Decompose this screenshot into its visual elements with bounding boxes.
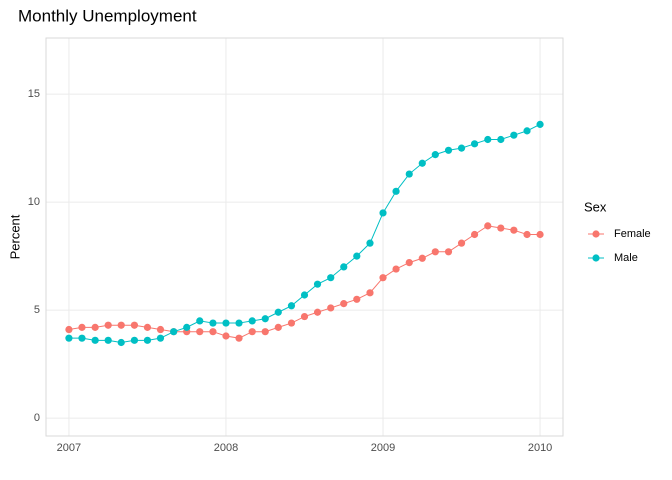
data-point (418, 254, 426, 262)
data-point (235, 334, 243, 342)
data-point (156, 334, 165, 342)
legend-point (592, 254, 600, 262)
data-point (470, 230, 479, 239)
data-point (457, 144, 466, 152)
data-point (248, 328, 256, 336)
panel-border (45, 37, 564, 437)
data-point (117, 321, 125, 329)
data-point (484, 135, 492, 144)
data-point (392, 187, 400, 195)
data-point (497, 224, 505, 232)
y-tick-label: 5 (34, 304, 40, 316)
data-point (196, 317, 204, 325)
data-point (104, 321, 112, 329)
legend-title: Sex (584, 199, 607, 214)
data-point (117, 338, 125, 347)
data-point (379, 209, 387, 217)
data-point (405, 170, 413, 178)
data-point (366, 239, 374, 247)
data-point (91, 336, 99, 344)
data-point (143, 336, 152, 344)
data-point (91, 323, 99, 331)
data-point (156, 325, 165, 334)
data-point (470, 140, 479, 148)
data-point (431, 248, 439, 256)
x-tick-label: 2009 (371, 442, 395, 454)
data-point (392, 265, 400, 273)
y-axis-label: Percent (7, 214, 22, 259)
y-tick-label: 10 (28, 196, 40, 208)
data-point (209, 328, 217, 336)
data-point (104, 336, 112, 344)
data-point (405, 258, 413, 267)
data-point (261, 315, 269, 323)
x-tick-label: 2007 (57, 442, 81, 454)
data-point (510, 131, 518, 139)
series-line (68, 225, 541, 339)
data-point (274, 308, 282, 316)
data-point (261, 328, 269, 336)
data-point (366, 289, 374, 297)
data-point (313, 308, 322, 316)
data-point (274, 323, 282, 331)
legend-point (592, 230, 600, 238)
data-point (235, 319, 243, 327)
data-point (78, 334, 86, 342)
data-point (65, 325, 73, 334)
data-point (536, 230, 544, 239)
data-point (209, 319, 217, 327)
data-point (444, 248, 453, 256)
data-point (300, 291, 309, 299)
data-point (222, 319, 230, 327)
data-point (287, 302, 296, 310)
data-point (300, 312, 309, 321)
data-point (170, 328, 178, 336)
data-point (523, 127, 531, 135)
data-point (484, 222, 492, 230)
data-point (65, 334, 73, 342)
data-point (130, 321, 139, 329)
data-point (523, 230, 531, 239)
legend-label: Female (614, 228, 651, 240)
data-point (510, 226, 518, 234)
data-point (313, 280, 322, 288)
data-point (379, 274, 387, 282)
data-point (353, 295, 361, 303)
legend-label: Male (614, 252, 638, 264)
data-point (353, 252, 361, 260)
data-point (130, 336, 139, 344)
data-point (457, 239, 466, 247)
data-point (418, 159, 426, 167)
data-point (536, 120, 544, 128)
data-point (327, 274, 335, 282)
data-point (183, 323, 191, 331)
x-tick-label: 2008 (214, 442, 238, 454)
y-tick-label: 15 (28, 88, 40, 100)
data-point (497, 135, 505, 144)
data-point (143, 323, 152, 331)
data-point (287, 319, 296, 327)
data-point (340, 300, 348, 308)
data-point (248, 317, 256, 325)
data-point (222, 332, 230, 340)
data-point (431, 151, 439, 159)
data-point (196, 328, 204, 336)
data-point (444, 146, 453, 154)
x-tick-label: 2010 (528, 442, 552, 454)
data-point (327, 304, 335, 312)
data-point (78, 323, 86, 331)
chart-title: Monthly Unemployment (18, 6, 197, 25)
y-tick-label: 0 (34, 412, 40, 424)
data-point (340, 263, 348, 271)
